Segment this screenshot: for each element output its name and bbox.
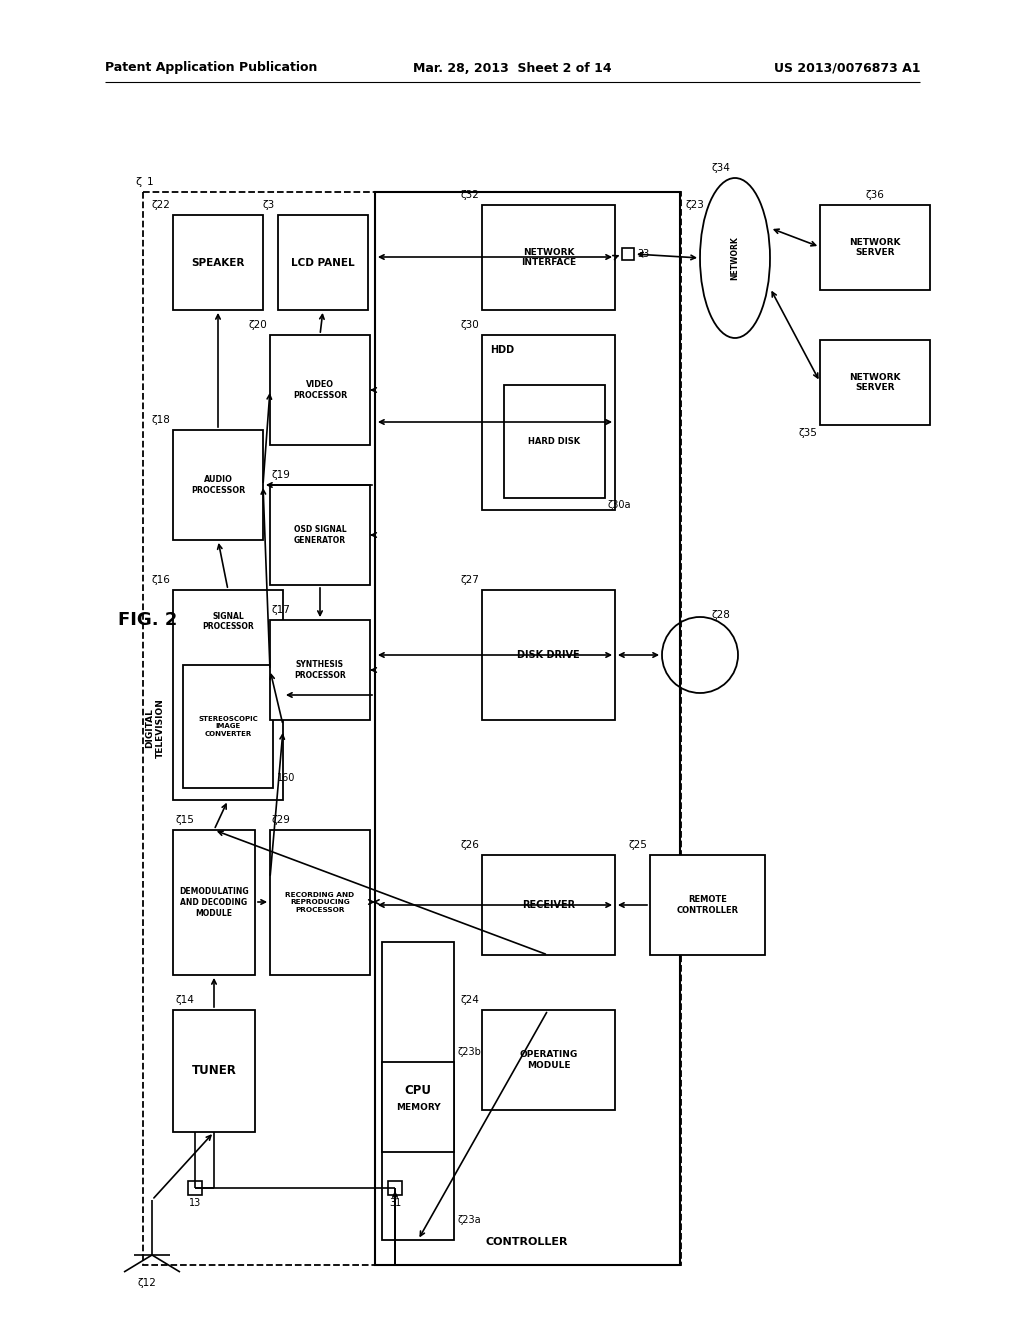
Bar — [504, 385, 605, 498]
Text: ζ34: ζ34 — [711, 162, 730, 173]
Text: US 2013/0076873 A1: US 2013/0076873 A1 — [773, 62, 920, 74]
Text: SYNTHESIS
PROCESSOR: SYNTHESIS PROCESSOR — [294, 660, 346, 680]
Text: SIGNAL
PROCESSOR: SIGNAL PROCESSOR — [202, 612, 254, 631]
Bar — [173, 830, 255, 975]
Text: SPEAKER: SPEAKER — [191, 257, 245, 268]
Text: 31: 31 — [389, 1199, 401, 1208]
Text: ζ32: ζ32 — [460, 190, 479, 201]
Text: 13: 13 — [188, 1199, 201, 1208]
Text: HARD DISK: HARD DISK — [528, 437, 581, 446]
Text: NETWORK: NETWORK — [730, 236, 739, 280]
Bar — [382, 942, 454, 1239]
Text: OSD SIGNAL
GENERATOR: OSD SIGNAL GENERATOR — [294, 525, 346, 545]
Bar — [143, 191, 681, 1265]
Text: ζ28: ζ28 — [712, 610, 731, 620]
Text: RECEIVER: RECEIVER — [522, 900, 575, 909]
Text: DIGITAL
TELEVISION: DIGITAL TELEVISION — [145, 698, 165, 758]
Text: VIDEO
PROCESSOR: VIDEO PROCESSOR — [293, 380, 347, 400]
Bar — [183, 665, 273, 788]
Text: CPU: CPU — [404, 1085, 431, 1097]
Text: TUNER: TUNER — [191, 1064, 237, 1077]
Bar — [173, 1010, 255, 1133]
Bar — [270, 620, 370, 719]
Text: ζ24: ζ24 — [460, 995, 479, 1005]
Text: ζ15: ζ15 — [175, 814, 194, 825]
Text: ζ35: ζ35 — [798, 428, 817, 438]
Text: 33: 33 — [637, 249, 649, 259]
Text: NETWORK
SERVER: NETWORK SERVER — [849, 238, 901, 257]
Text: Mar. 28, 2013  Sheet 2 of 14: Mar. 28, 2013 Sheet 2 of 14 — [413, 62, 611, 74]
Bar — [388, 1181, 402, 1195]
Text: ζ23: ζ23 — [685, 201, 703, 210]
Text: ζ12: ζ12 — [137, 1278, 157, 1288]
Text: ζ14: ζ14 — [175, 995, 194, 1005]
Bar — [482, 590, 615, 719]
Text: LCD PANEL: LCD PANEL — [291, 257, 354, 268]
Text: ζ23a: ζ23a — [457, 1214, 480, 1225]
Text: DEMODULATING
AND DECODING
MODULE: DEMODULATING AND DECODING MODULE — [179, 887, 249, 917]
Text: FIG. 2: FIG. 2 — [118, 611, 177, 630]
Bar — [820, 341, 930, 425]
Text: AUDIO
PROCESSOR: AUDIO PROCESSOR — [190, 475, 245, 495]
Text: OPERATING
MODULE: OPERATING MODULE — [519, 1051, 578, 1071]
Text: MEMORY: MEMORY — [395, 1102, 440, 1111]
Bar — [382, 1063, 454, 1152]
Bar — [270, 335, 370, 445]
Text: ζ26: ζ26 — [460, 840, 479, 850]
Bar — [650, 855, 765, 954]
Bar — [278, 215, 368, 310]
Bar — [820, 205, 930, 290]
Text: REMOTE
CONTROLLER: REMOTE CONTROLLER — [677, 895, 738, 915]
Text: NETWORK
INTERFACE: NETWORK INTERFACE — [521, 248, 577, 268]
Bar — [482, 335, 615, 510]
Text: Patent Application Publication: Patent Application Publication — [105, 62, 317, 74]
Text: HDD: HDD — [490, 345, 514, 355]
Text: 160: 160 — [278, 774, 295, 783]
Text: ζ19: ζ19 — [272, 470, 291, 480]
Bar — [622, 248, 634, 260]
Text: ζ18: ζ18 — [152, 414, 170, 425]
Bar — [173, 590, 283, 800]
Text: CONTROLLER: CONTROLLER — [485, 1237, 568, 1247]
Text: NETWORK
SERVER: NETWORK SERVER — [849, 372, 901, 392]
Bar — [270, 484, 370, 585]
Text: ζ22: ζ22 — [152, 201, 170, 210]
Text: ζ30: ζ30 — [460, 319, 479, 330]
Text: STEREOSCOPIC
IMAGE
CONVERTER: STEREOSCOPIC IMAGE CONVERTER — [198, 717, 258, 737]
Bar — [375, 191, 680, 1265]
Bar — [188, 1181, 202, 1195]
Text: ζ27: ζ27 — [460, 576, 479, 585]
Text: ζ30a: ζ30a — [608, 500, 632, 510]
Bar — [270, 830, 370, 975]
Bar — [173, 215, 263, 310]
Bar — [482, 855, 615, 954]
Text: ζ23b: ζ23b — [457, 1047, 481, 1057]
Text: ζ: ζ — [135, 177, 141, 187]
Text: DISK DRIVE: DISK DRIVE — [517, 649, 580, 660]
Text: ζ25: ζ25 — [628, 840, 647, 850]
Text: ζ16: ζ16 — [152, 576, 170, 585]
Text: ζ17: ζ17 — [272, 605, 291, 615]
Bar — [482, 205, 615, 310]
Bar — [482, 1010, 615, 1110]
Text: ζ36: ζ36 — [865, 190, 885, 201]
Bar — [173, 430, 263, 540]
Text: 1: 1 — [147, 177, 154, 187]
Text: ζ29: ζ29 — [272, 814, 291, 825]
Text: ζ20: ζ20 — [248, 319, 267, 330]
Text: ζ3: ζ3 — [263, 201, 275, 210]
Text: RECORDING AND
REPRODUCING
PROCESSOR: RECORDING AND REPRODUCING PROCESSOR — [286, 892, 354, 912]
